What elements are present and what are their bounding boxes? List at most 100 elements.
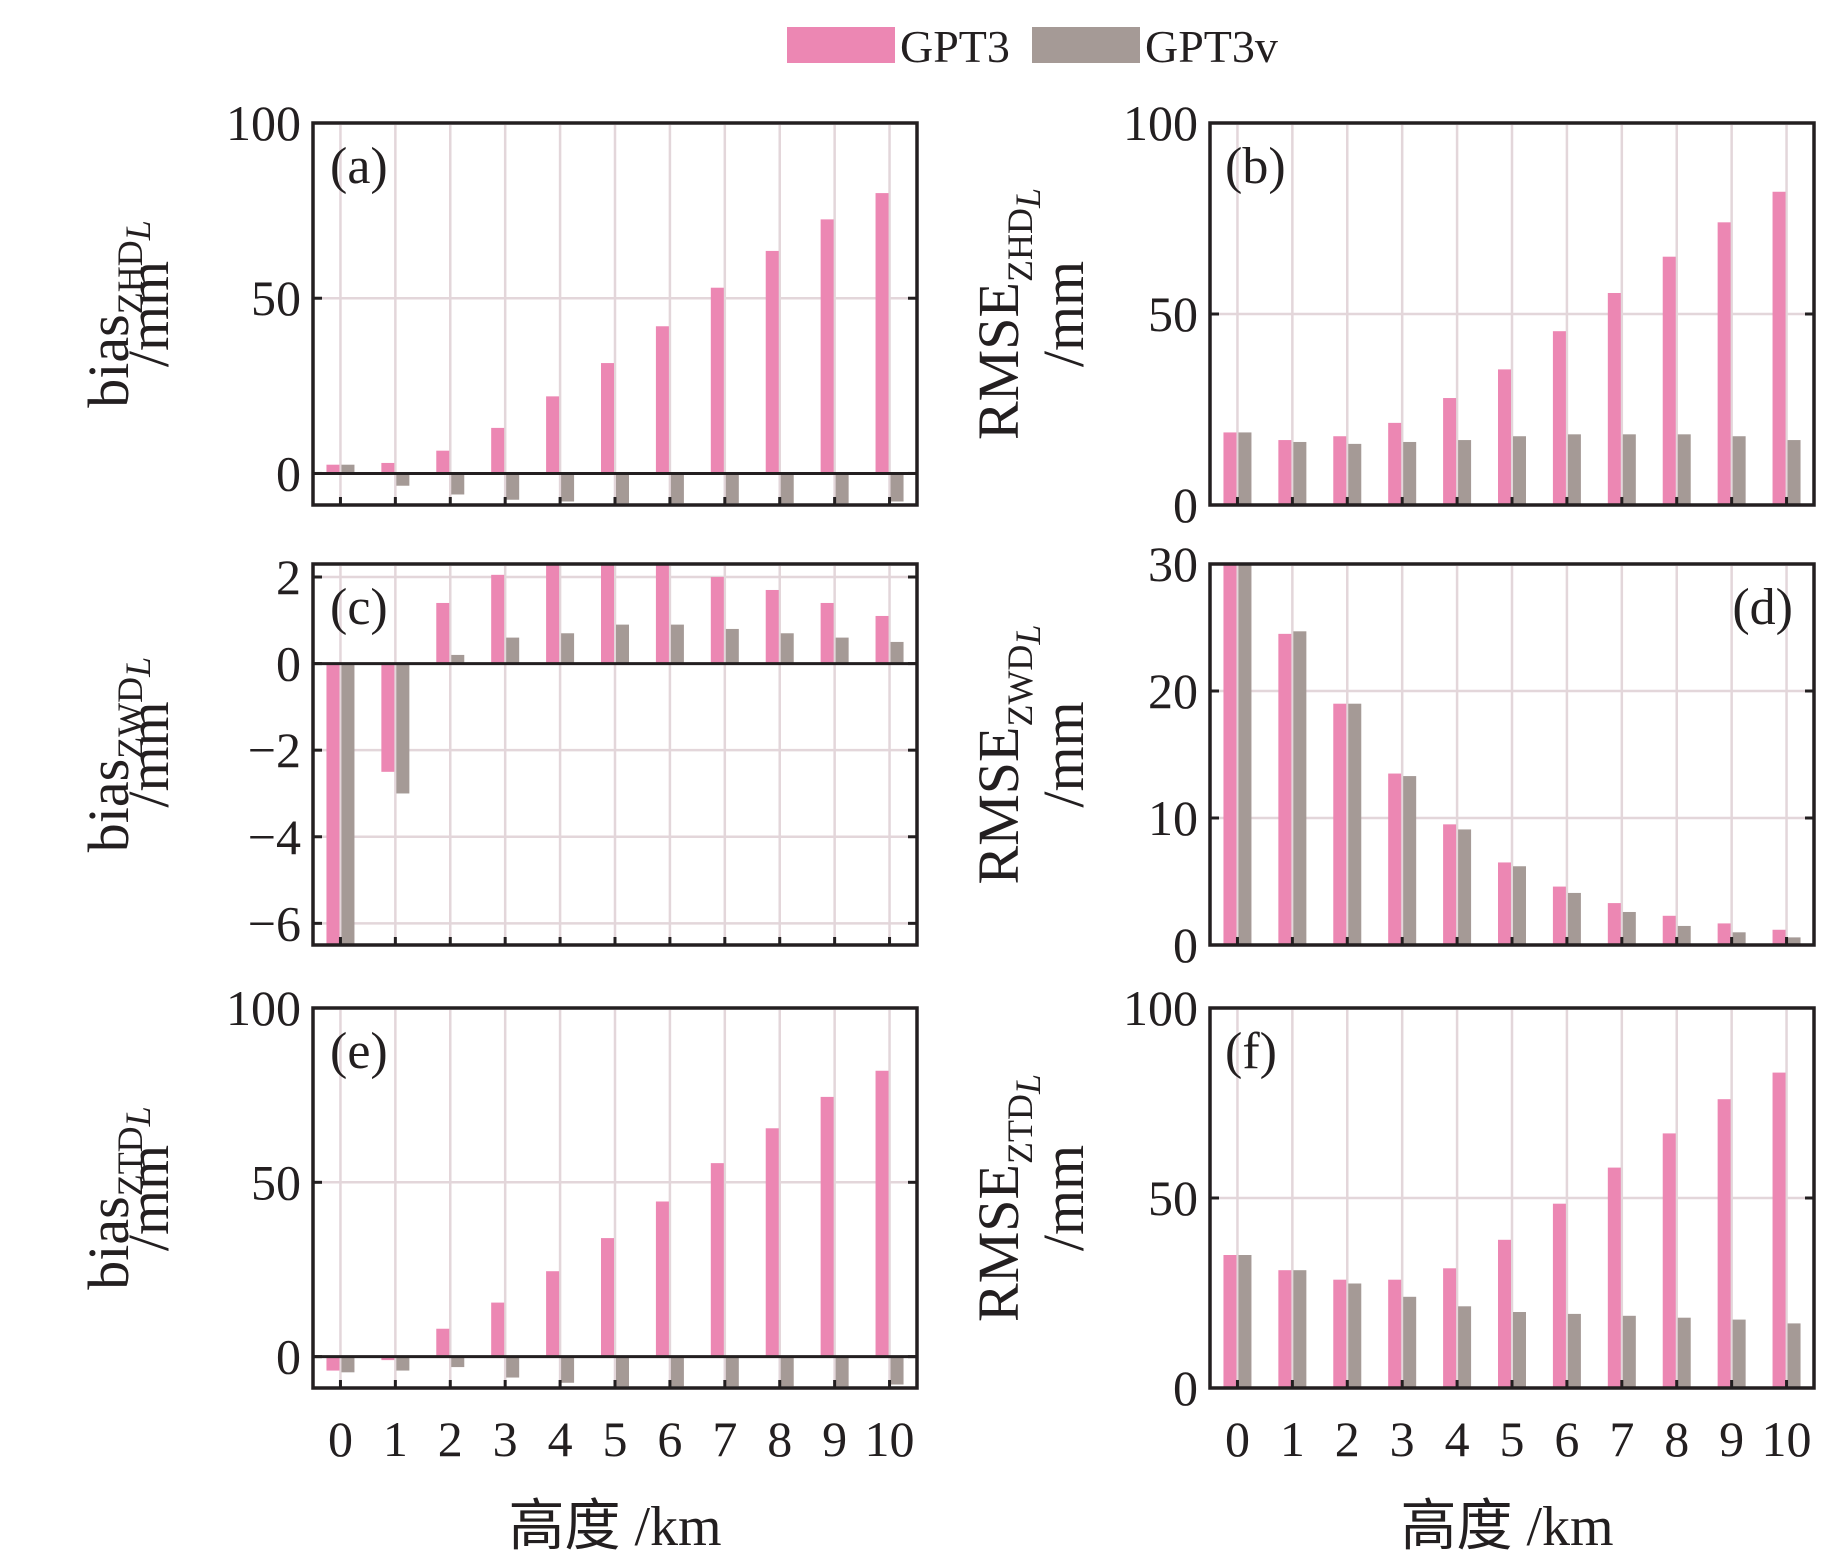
bar-gpt3v-0 (341, 1356, 355, 1373)
y-axis-label-main: RMSE (966, 727, 1031, 885)
bar-gpt3-1 (381, 462, 395, 474)
bar-gpt3-4 (1443, 824, 1457, 945)
y-axis-label-main: RMSE (966, 282, 1031, 440)
y-tick-label: 0 (276, 636, 301, 692)
panel-label: (b) (1225, 138, 1286, 195)
x-tick-label: 7 (712, 1411, 737, 1467)
y-tick-label: 10 (1148, 790, 1198, 846)
y-tick-label: 20 (1148, 663, 1198, 719)
legend-swatch-gpt3v (1032, 27, 1140, 63)
y-tick-label: 0 (1173, 477, 1198, 533)
bar-gpt3-2 (436, 450, 450, 474)
panel-label: (d) (1732, 579, 1793, 636)
y-axis-label: RMSEZHDL (966, 188, 1048, 440)
y-axis-label: biasZTDL (76, 1106, 158, 1289)
bar-gpt3-2 (436, 1328, 450, 1357)
bar-gpt3-6 (655, 1201, 669, 1357)
y-axis-label-subscript: ZHD (1000, 208, 1040, 282)
bar-gpt3v-1 (1293, 1270, 1307, 1388)
x-tick-label: 2 (1335, 1411, 1360, 1467)
y-axis-label-subscript: ZHD (110, 240, 150, 314)
bar-gpt3v-8 (1677, 925, 1691, 945)
bar-gpt3v-8 (780, 633, 794, 664)
bar-gpt3v-2 (451, 1356, 465, 1368)
panel-a: 0 50 100 (a) biasZHDL/mm (76, 95, 919, 507)
bar-gpt3-3 (1388, 773, 1402, 945)
y-tick-label: 100 (1123, 95, 1198, 151)
bar-gpt3-3 (1388, 1279, 1402, 1388)
x-tick-label: 1 (1280, 1411, 1305, 1467)
bar-gpt3v-10 (1787, 937, 1801, 945)
y-tick-label: 100 (1123, 980, 1198, 1036)
bar-gpt3v-0 (341, 663, 355, 945)
bar-gpt3-1 (381, 1356, 395, 1361)
bar-gpt3v-6 (670, 1356, 684, 1387)
bar-gpt3v-2 (1348, 703, 1362, 945)
y-tick-label: −2 (248, 722, 301, 778)
bar-gpt3-5 (601, 1238, 614, 1357)
bar-gpt3-0 (326, 1356, 340, 1371)
bar-gpt3v-4 (561, 473, 575, 502)
x-tick-label: 9 (1719, 1411, 1744, 1467)
bar-gpt3-9 (1717, 923, 1731, 945)
bar-gpt3v-1 (396, 473, 410, 486)
y-axis-label-subscript-suffix: L (118, 1106, 158, 1127)
bar-gpt3-0 (1223, 1255, 1237, 1388)
bar-gpt3-4 (546, 396, 560, 474)
plot-frame (311, 562, 919, 947)
panel-label: (e) (330, 1023, 388, 1080)
bar-gpt3v-3 (506, 637, 520, 664)
bar-gpt3v-0 (1238, 432, 1252, 505)
y-axis-label-subscript: ZTD (110, 1126, 150, 1196)
x-tick-label: 4 (548, 1411, 573, 1467)
bar-gpt3-2 (1333, 1279, 1347, 1388)
bar-gpt3-7 (710, 287, 724, 474)
bar-gpt3-6 (1552, 331, 1566, 505)
bar-gpt3-7 (1607, 1167, 1621, 1388)
y-axis-unit: /mm (1031, 261, 1096, 367)
bar-gpt3-2 (1333, 436, 1347, 505)
bar-gpt3v-6 (1567, 434, 1581, 505)
x-axis-label-left: 高度 /km (508, 1496, 721, 1558)
bar-gpt3-1 (1278, 1270, 1292, 1388)
bar-gpt3v-10 (890, 473, 904, 502)
y-tick-label: −4 (248, 809, 301, 865)
bar-gpt3v-2 (451, 473, 465, 495)
y-tick-label: 100 (226, 95, 301, 151)
bar-gpt3v-7 (1622, 911, 1636, 945)
y-axis-label: RMSEZTDL (966, 1074, 1048, 1322)
bar-gpt3-6 (1552, 1203, 1566, 1388)
bar-gpt3-5 (601, 363, 614, 474)
bar-gpt3v-8 (780, 473, 794, 504)
x-tick-label: 3 (1390, 1411, 1415, 1467)
bar-gpt3v-1 (396, 1356, 410, 1371)
y-axis-label-subscript: ZWD (110, 677, 150, 759)
bar-gpt3-3 (491, 574, 505, 664)
y-axis-label-main: bias (76, 759, 141, 852)
y-tick-label: 0 (1173, 917, 1198, 973)
y-axis-label-subscript-suffix: L (1008, 188, 1048, 209)
bar-gpt3v-10 (890, 1356, 904, 1385)
x-tick-label: 10 (1762, 1411, 1812, 1467)
bar-gpt3v-7 (725, 473, 739, 504)
bar-gpt3v-8 (1677, 1317, 1691, 1388)
bar-gpt3-0 (1223, 432, 1237, 505)
bar-gpt3-10 (1772, 929, 1786, 945)
bar-gpt3-9 (820, 219, 834, 474)
plot-frame (1208, 121, 1816, 507)
bar-gpt3-8 (1662, 915, 1676, 945)
y-tick-label: 50 (251, 270, 301, 326)
x-axis-label-right: 高度 /km (1400, 1496, 1613, 1558)
panel-label: (c) (330, 579, 388, 636)
bar-gpt3v-6 (670, 473, 684, 504)
bar-gpt3-8 (765, 250, 779, 474)
y-axis-label-main: bias (76, 314, 141, 407)
plot-frame (1208, 562, 1816, 947)
x-tick-label: 6 (1554, 1411, 1579, 1467)
bar-gpt3-5 (601, 564, 614, 664)
x-tick-label: 5 (1500, 1411, 1525, 1467)
bar-gpt3-4 (1443, 398, 1457, 505)
y-axis-label: RMSEZWDL (966, 625, 1048, 885)
